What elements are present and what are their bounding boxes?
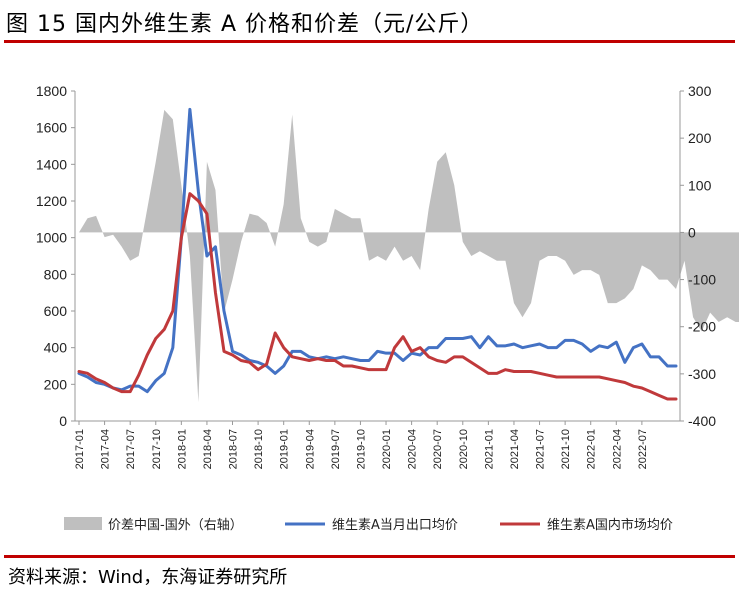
y-left-tick-label: 800 [44, 266, 68, 282]
x-tick-label: 2019-10 [355, 429, 367, 469]
y-right-tick-label: 300 [688, 83, 712, 99]
x-tick-label: 2019-07 [330, 429, 342, 469]
x-tick-label: 2020-10 [458, 429, 470, 469]
x-tick-label: 2021-01 [483, 429, 495, 469]
y-left-tick-label: 1000 [36, 230, 67, 246]
x-tick-label: 2018-01 [176, 429, 188, 469]
y-left-tick-label: 1400 [36, 156, 67, 172]
y-left-tick-label: 0 [59, 413, 67, 429]
y-left-tick-label: 400 [44, 340, 68, 356]
x-tick-label: 2021-07 [535, 429, 547, 469]
x-tick-label: 2019-01 [279, 429, 291, 469]
source-note: 资料来源：Wind，东海证券研究所 [8, 567, 288, 588]
x-tick-label: 2018-07 [228, 429, 240, 469]
legend-swatch-diff [64, 517, 102, 530]
legend-label-domestic: 维生素A国内市场均价 [547, 517, 673, 533]
chart: 020040060080010001200140016001800-400-30… [36, 83, 739, 533]
x-tick-label: 2017-01 [74, 429, 86, 469]
x-tick-label: 2020-07 [432, 429, 444, 469]
x-tick-label: 2022-04 [611, 429, 623, 469]
line-series [77, 107, 678, 401]
x-tick-label: 2017-04 [100, 429, 112, 469]
legend-label-diff: 价差中国-国外（右轴） [108, 518, 243, 533]
x-tick-label: 2021-04 [509, 429, 521, 469]
source-divider [4, 555, 735, 558]
y-right-tick-label: 100 [688, 177, 712, 193]
title-divider [4, 40, 735, 43]
y-right-tick-label: -400 [688, 413, 716, 429]
diff-area [79, 109, 739, 403]
axes [71, 90, 684, 425]
legend-label-export: 维生素A当月出口均价 [332, 518, 458, 533]
y-right-tick-label: -100 [688, 272, 716, 288]
x-tick-label: 2017-07 [125, 429, 137, 469]
x-tick-label: 2022-07 [637, 429, 649, 469]
x-tick-label: 2021-10 [560, 429, 572, 469]
x-tick-label: 2022-01 [586, 429, 598, 469]
tick-labels: 020040060080010001200140016001800-400-30… [36, 83, 716, 469]
y-left-tick-label: 1200 [36, 193, 67, 209]
domestic-price-line [77, 192, 678, 401]
y-right-tick-label: 0 [688, 224, 696, 240]
y-right-tick-label: -300 [688, 366, 716, 382]
diff-area-series [79, 109, 739, 403]
x-tick-label: 2019-04 [304, 429, 316, 469]
x-tick-label: 2018-04 [202, 429, 214, 469]
y-left-tick-label: 200 [44, 376, 68, 392]
y-left-tick-label: 600 [44, 303, 68, 319]
y-right-tick-label: -200 [688, 319, 716, 335]
y-right-tick-label: 200 [688, 130, 712, 146]
x-tick-label: 2017-10 [151, 429, 163, 469]
legend: 价差中国-国外（右轴） 维生素A当月出口均价 维生素A国内市场均价 [64, 517, 673, 533]
y-left-tick-label: 1800 [36, 83, 67, 99]
figure-title: 图 15 国内外维生素 A 价格和价差（元/公斤） [6, 12, 484, 37]
x-tick-label: 2018-10 [253, 429, 265, 469]
x-tick-label: 2020-01 [381, 429, 393, 469]
x-tick-label: 2020-04 [407, 429, 419, 469]
y-left-tick-label: 1600 [36, 120, 67, 136]
